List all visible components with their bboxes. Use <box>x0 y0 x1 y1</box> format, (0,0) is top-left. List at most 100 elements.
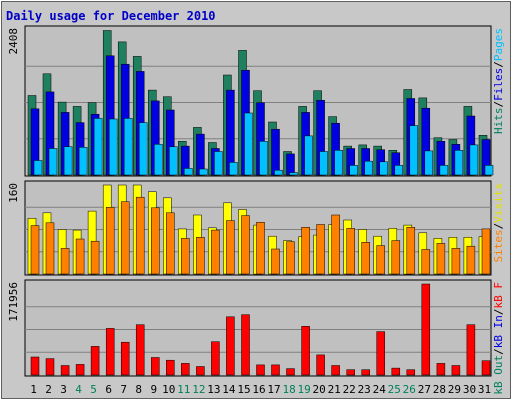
bar-pages-30 <box>469 144 479 176</box>
panel-plot-area <box>24 279 492 377</box>
bar-files-18 <box>286 153 295 176</box>
bar-kb-f-14 <box>226 316 235 376</box>
bar-pages-9 <box>154 144 163 176</box>
x-tick-label-19: 19 <box>297 383 310 396</box>
bar-kb-f-12 <box>196 366 205 376</box>
bar-kb-f-1 <box>30 356 40 376</box>
bar-kb-f-29 <box>451 365 461 376</box>
bar-kb-f-20 <box>316 354 325 376</box>
panel-series-label: Hits/Files/Pages <box>492 28 505 134</box>
bar-pages-19 <box>304 135 313 176</box>
series-label-part: Pages <box>492 28 505 61</box>
bar-kb-f-8 <box>135 324 145 376</box>
bar-kb-f-4 <box>75 364 85 376</box>
bar-pages-26 <box>409 125 419 176</box>
x-tick-label-27: 27 <box>418 383 431 396</box>
panel-ymax-label: 171956 <box>7 282 20 322</box>
series-label-part: / <box>492 348 505 355</box>
x-tick-label-20: 20 <box>312 383 325 396</box>
bar-pages-14 <box>229 162 238 176</box>
bar-sites-29 <box>451 248 461 275</box>
x-tick-label-9: 9 <box>150 383 157 396</box>
x-tick-label-8: 8 <box>135 383 142 396</box>
bar-pages-2 <box>48 148 58 176</box>
panel-ymax-label: 2408 <box>7 28 20 55</box>
bar-sites-9 <box>151 207 160 275</box>
bar-pages-31 <box>484 165 494 176</box>
bar-kb-f-7 <box>120 341 130 376</box>
bar-kb-f-28 <box>436 363 446 376</box>
bar-pages-6 <box>108 118 118 176</box>
bar-pages-11 <box>184 168 193 176</box>
bar-kb-f-16 <box>256 364 265 376</box>
series-label-part: kB F <box>492 282 505 309</box>
bar-kb-f-5 <box>90 346 100 376</box>
bar-sites-31 <box>481 228 491 275</box>
bar-sites-5 <box>90 240 100 275</box>
bar-files-17 <box>271 128 280 176</box>
x-tick-label-26: 26 <box>403 383 416 396</box>
x-tick-label-12: 12 <box>192 383 205 396</box>
x-tick-label-3: 3 <box>60 383 67 396</box>
bar-sites-28 <box>436 243 446 275</box>
panel-series-label: Sites/Visits <box>492 183 505 263</box>
series-label-part: kB In <box>492 315 505 348</box>
bar-pages-18 <box>289 172 298 176</box>
x-tick-label-23: 23 <box>358 383 371 396</box>
x-tick-label-16: 16 <box>252 383 265 396</box>
series-label-part: Files <box>492 68 505 101</box>
bar-sites-19 <box>301 227 310 275</box>
bar-pages-4 <box>78 147 88 176</box>
x-tick-label-22: 22 <box>343 383 356 396</box>
bar-sites-17 <box>271 248 280 275</box>
bar-sites-23 <box>361 242 370 275</box>
series-label-part: / <box>492 309 505 316</box>
bar-sites-10 <box>166 212 175 275</box>
x-tick-label-5: 5 <box>90 383 97 396</box>
x-tick-label-14: 14 <box>222 383 236 396</box>
series-label-part: kB Out <box>492 355 505 395</box>
x-tick-label-25: 25 <box>388 383 401 396</box>
bar-pages-17 <box>274 169 283 176</box>
bar-pages-25 <box>394 165 404 176</box>
bar-pages-21 <box>334 150 343 176</box>
bar-kb-f-22 <box>346 369 355 376</box>
x-tick-label-11: 11 <box>177 383 190 396</box>
bar-kb-f-23 <box>361 369 370 376</box>
bar-kb-f-15 <box>241 314 250 376</box>
bar-sites-22 <box>346 228 355 275</box>
x-tick-label-17: 17 <box>267 383 280 396</box>
bar-kb-f-31 <box>481 360 491 376</box>
series-label-part: Sites <box>492 229 505 262</box>
bar-pages-3 <box>63 146 73 176</box>
series-label-part: / <box>492 101 505 108</box>
chart-title: Daily usage for December 2010 <box>6 9 216 23</box>
bar-pages-7 <box>123 118 133 176</box>
bar-kb-f-24 <box>376 331 385 376</box>
bar-pages-16 <box>259 141 268 176</box>
bar-sites-14 <box>226 220 235 275</box>
bar-sites-13 <box>211 229 220 275</box>
x-tick-label-24: 24 <box>373 383 387 396</box>
bar-pages-27 <box>424 150 434 176</box>
bar-kb-f-19 <box>301 326 310 376</box>
x-tick-label-7: 7 <box>120 383 127 396</box>
bar-sites-6 <box>105 207 115 275</box>
bar-sites-20 <box>316 224 325 275</box>
x-tick-label-4: 4 <box>75 383 82 396</box>
bar-pages-23 <box>364 160 373 176</box>
x-tick-label-30: 30 <box>463 383 476 396</box>
bar-kb-f-21 <box>331 365 340 376</box>
bar-pages-5 <box>93 118 103 176</box>
x-tick-label-6: 6 <box>105 383 112 396</box>
panel-visits-sites: 160 Sites/Visits <box>7 180 505 276</box>
bar-pages-1 <box>33 160 43 176</box>
bar-kb-f-3 <box>60 365 70 376</box>
series-label-part: Visits <box>492 183 505 223</box>
bar-pages-20 <box>319 151 328 176</box>
bar-kb-f-30 <box>466 324 476 376</box>
bar-kb-f-26 <box>406 369 416 376</box>
